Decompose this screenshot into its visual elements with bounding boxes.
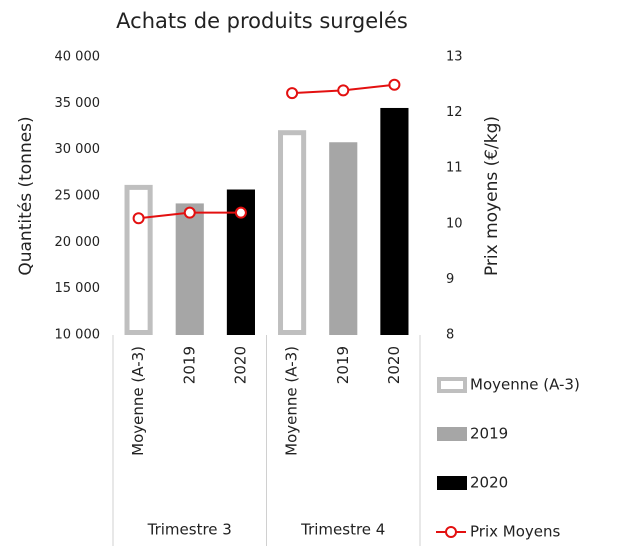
y2-tick-label: 13 [446, 50, 463, 65]
bar [278, 130, 307, 335]
legend-marker [445, 526, 457, 538]
price-marker [286, 87, 299, 100]
legend-swatch [437, 377, 467, 393]
y2-tick-label: 11 [446, 161, 463, 176]
bar [175, 203, 204, 335]
price-marker [132, 212, 145, 225]
y2-tick-label: 10 [446, 216, 463, 231]
legend-swatch [437, 476, 467, 490]
y-tick-label: 10 000 [55, 328, 101, 343]
y2-tick-label: 9 [446, 272, 454, 287]
group-label: Trimestre 4 [300, 521, 385, 539]
x-tick-label: Moyenne (A-3) [283, 346, 301, 456]
price-marker [234, 206, 247, 219]
legend-label: Moyenne (A-3) [470, 376, 580, 394]
y-tick-label: 20 000 [55, 235, 101, 250]
y-tick-label: 35 000 [55, 96, 101, 111]
bar [124, 184, 153, 335]
price-marker [183, 206, 196, 219]
x-tick-label: 2019 [180, 346, 198, 384]
legend-label: 2019 [470, 425, 508, 443]
y2-tick-label: 12 [446, 105, 463, 120]
x-tick-label: 2020 [385, 346, 403, 384]
legend-label: Prix Moyens [470, 523, 560, 541]
legend-label: 2020 [470, 474, 508, 492]
y2-axis-title: Prix moyens (€/kg) [482, 116, 502, 276]
y-tick-label: 25 000 [55, 189, 101, 204]
y-tick-label: 30 000 [55, 142, 101, 157]
bar [380, 107, 409, 335]
y-axis-title: Quantités (tonnes) [16, 116, 36, 275]
x-tick-label: Moyenne (A-3) [129, 346, 147, 456]
chart-title: Achats de produits surgelés [116, 9, 408, 33]
price-marker [388, 78, 401, 91]
price-marker [337, 84, 350, 97]
y-tick-label: 15 000 [55, 281, 101, 296]
bar [329, 142, 358, 335]
x-tick-label: 2019 [334, 346, 352, 384]
legend-swatch [437, 427, 467, 441]
y2-tick-label: 8 [446, 328, 454, 343]
group-label: Trimestre 3 [147, 521, 232, 539]
y-tick-label: 40 000 [55, 50, 101, 65]
x-tick-label: 2020 [231, 346, 249, 384]
